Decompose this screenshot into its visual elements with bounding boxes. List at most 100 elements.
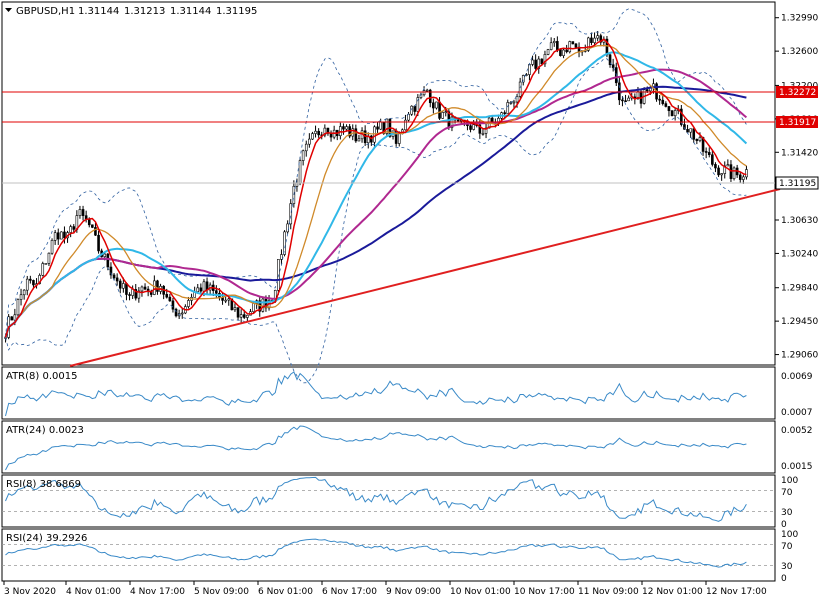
bollinger-lower[interactable] (5, 58, 747, 384)
candle-body (118, 280, 122, 289)
candle-body (106, 253, 110, 268)
candle-body (714, 164, 717, 169)
current-price-label: 1.31195 (779, 179, 816, 189)
price-tick-label: 1.29450 (781, 317, 818, 327)
candle-body (69, 226, 72, 233)
candle-body (16, 299, 20, 316)
candle-body (680, 108, 683, 125)
candle-body (518, 81, 522, 97)
candle-body (540, 58, 544, 65)
candle-body (224, 299, 227, 302)
ohlc-open: 1.31144 (78, 6, 119, 17)
time-tick-label: 4 Nov 17:00 (130, 587, 185, 597)
price-tick-label: 1.29840 (781, 284, 818, 294)
atr24-tick-bottom: 0.0015 (781, 462, 813, 472)
rsi8-title: RSI(8) 38.6869 (6, 479, 81, 490)
candle-body (280, 254, 283, 260)
candle-body (25, 278, 29, 291)
candle-body (738, 174, 742, 180)
candle-body (13, 314, 17, 321)
candle-body (472, 124, 475, 130)
ma-cyan-line[interactable] (4, 51, 748, 338)
hline-label-bg-1 (776, 86, 818, 98)
candle-body (187, 300, 190, 307)
indicator-layer (2, 371, 775, 568)
candle-body (574, 43, 578, 48)
candle-body (103, 253, 107, 257)
candle-body (745, 169, 748, 178)
atr8-line[interactable] (5, 371, 747, 417)
candle-body (590, 37, 593, 43)
candle-body (56, 232, 60, 240)
candle-body (311, 133, 314, 140)
candle-body (376, 126, 379, 130)
candle-body (29, 278, 32, 281)
atr24-title: ATR(24) 0.0023 (6, 425, 84, 436)
candle-body (345, 126, 348, 130)
candle-body (122, 283, 125, 289)
candle-body (698, 137, 702, 141)
candle-body (342, 126, 345, 130)
candle-body (611, 64, 615, 68)
candle-body (314, 130, 317, 134)
candle-body (168, 296, 172, 302)
candle-body (38, 275, 41, 284)
candle-body (404, 119, 407, 131)
time-tick-label: 6 Nov 01:00 (258, 587, 313, 597)
hline-label-1: 1.32272 (779, 88, 816, 98)
candle-body (742, 176, 745, 180)
bollinger-upper[interactable] (5, 8, 747, 338)
ma-orange-line[interactable] (4, 44, 747, 338)
candle-body (552, 41, 556, 44)
candle-body (91, 224, 94, 228)
candle-body (692, 128, 696, 140)
candle-body (301, 150, 305, 161)
dropdown-triangle-icon[interactable] (5, 8, 12, 12)
hline-label-2: 1.31917 (779, 118, 816, 128)
candle-body (534, 59, 537, 69)
ohlc-close: 1.31195 (216, 6, 257, 17)
candle-body (292, 185, 296, 204)
candle-body (707, 152, 711, 156)
candle-body (559, 49, 562, 56)
rsi24-tick-70: 70 (781, 542, 793, 552)
rsi24-tick-30: 30 (781, 562, 793, 572)
rsi24-line[interactable] (5, 538, 747, 568)
candle-body (565, 49, 568, 53)
candle-body (78, 209, 82, 216)
candle-body (385, 118, 389, 134)
candle-body (428, 89, 432, 104)
candle-body (323, 127, 327, 136)
candle-body (47, 252, 51, 264)
candle-body (32, 280, 35, 286)
rsi8-line[interactable] (5, 476, 747, 522)
candle-body (357, 138, 361, 142)
candle-body (608, 54, 612, 66)
time-tick-label: 5 Nov 09:00 (194, 587, 249, 597)
candle-body (726, 164, 730, 167)
candle-body (174, 308, 178, 317)
rsi8-tick-30: 30 (781, 508, 793, 518)
time-tick-label: 10 Nov 17:00 (514, 587, 575, 597)
time-tick-label: 6 Nov 17:00 (322, 587, 377, 597)
ascending-trendline[interactable] (69, 188, 781, 367)
ma-red-line[interactable] (4, 38, 747, 338)
candle-body (354, 128, 358, 142)
time-tick-label: 12 Nov 01:00 (642, 587, 703, 597)
candle-body (670, 110, 674, 117)
candle-body (732, 167, 736, 179)
atr24-line[interactable] (5, 425, 747, 471)
ma-navy-line[interactable] (4, 85, 747, 338)
candle-body (599, 35, 603, 43)
ma-magenta-line[interactable] (4, 68, 748, 338)
candle-body (549, 42, 553, 50)
candle-body (41, 263, 45, 276)
time-tick-label: 10 Nov 01:00 (450, 587, 511, 597)
candle-body (556, 41, 559, 51)
candle-body (531, 59, 534, 65)
candle-body (156, 280, 159, 292)
candles (4, 31, 748, 343)
candle-body (515, 96, 519, 103)
candle-body (215, 290, 218, 294)
